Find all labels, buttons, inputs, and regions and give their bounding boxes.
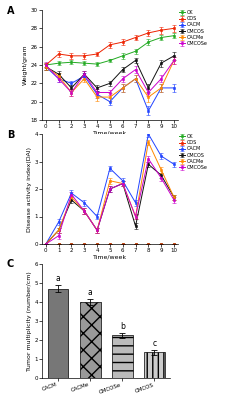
Bar — [80, 302, 101, 378]
Text: B: B — [7, 130, 14, 140]
Bar — [48, 289, 68, 378]
Y-axis label: Tumor multiplicity (number/cm): Tumor multiplicity (number/cm) — [26, 271, 32, 371]
X-axis label: Time/week: Time/week — [93, 130, 127, 136]
Legend: CK, COS, CACM, CMCOS, CACMe, CMCOSe: CK, COS, CACM, CMCOS, CACMe, CMCOSe — [179, 10, 207, 46]
Text: a: a — [88, 288, 93, 297]
Y-axis label: Disease activity index(DAI): Disease activity index(DAI) — [26, 146, 32, 232]
Text: a: a — [56, 274, 61, 283]
Legend: CK, COS, CACM, CMCOS, CACMe, CMCOSe: CK, COS, CACM, CMCOS, CACMe, CMCOSe — [179, 134, 207, 170]
Bar — [112, 335, 133, 378]
Text: c: c — [152, 339, 156, 348]
Text: A: A — [7, 6, 14, 16]
Text: b: b — [120, 322, 125, 331]
Text: C: C — [6, 260, 13, 270]
Bar — [144, 352, 165, 378]
X-axis label: Time/week: Time/week — [93, 254, 127, 260]
Y-axis label: Weight/gram: Weight/gram — [23, 45, 28, 85]
